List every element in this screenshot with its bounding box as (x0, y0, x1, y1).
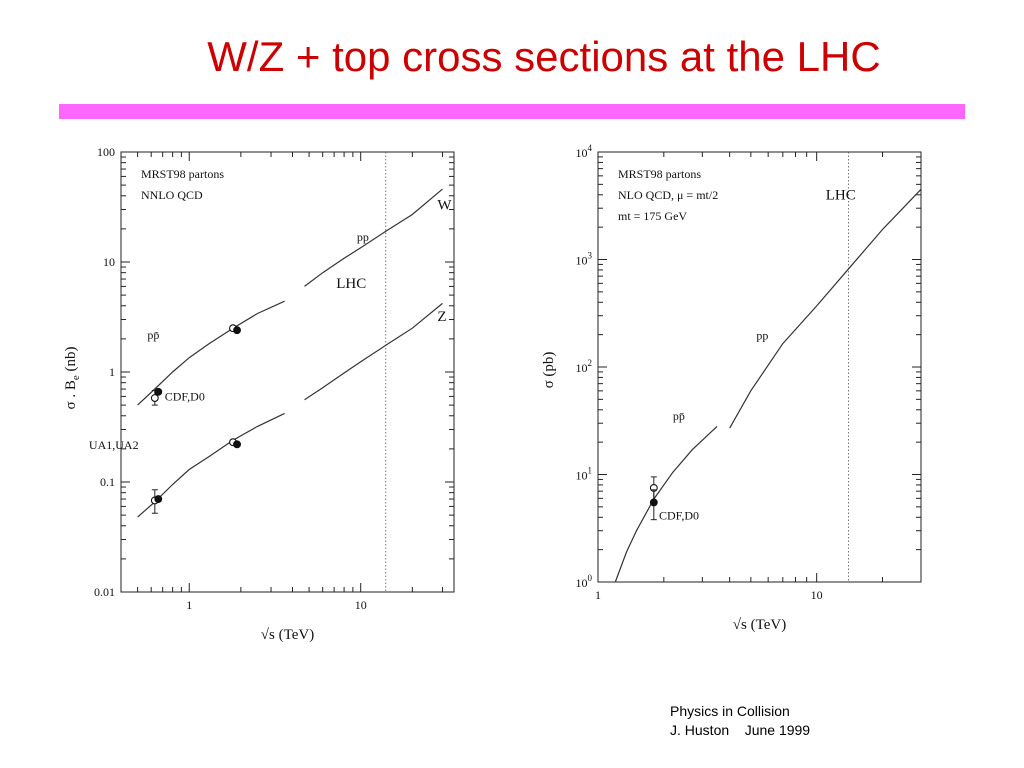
info-line: MRST98 partons (618, 167, 701, 181)
x-axis-title: √s (TeV) (733, 617, 786, 633)
chart-annotation: pp (756, 329, 768, 343)
chart-annotation: pp̄ (673, 409, 685, 423)
y-axis-title: σ . Be (nb) (63, 347, 82, 410)
x-tick-label: 1 (186, 598, 192, 612)
chart-annotation: CDF,D0 (659, 509, 699, 523)
chart-annotation: W (437, 198, 452, 214)
y-tick-label: 1 (109, 365, 115, 379)
y-tick-label: 103 (576, 251, 593, 268)
chart-top-cross-section: 1 10 100 101 102 103 104 √s (TeV) σ (pb) MRST98 p… (541, 143, 922, 633)
data-point (150, 394, 159, 402)
plot-frame (120, 151, 455, 593)
info-line: MRST98 partons (141, 167, 224, 181)
slide-title: W/Z + top cross sections at the LHC (207, 33, 881, 80)
chart-annotation: pp (357, 230, 369, 244)
info-line: NNLO QCD (141, 188, 203, 202)
data-point (233, 440, 241, 449)
chart-annotation: Z (437, 309, 446, 325)
footer-line-1: Physics in Collision (670, 703, 790, 719)
data-point (154, 387, 163, 396)
chart-annotation: LHC (336, 276, 366, 292)
y-tick-label: 100 (576, 573, 593, 590)
info-line: mt = 175 GeV (618, 209, 687, 223)
info-line: NLO QCD, μ = mt/2 (618, 188, 718, 202)
y-tick-label: 0.01 (94, 585, 115, 599)
series-curve (614, 425, 718, 583)
y-axis-title: σ (pb) (541, 352, 557, 389)
y-tick-label: 100 (97, 145, 115, 159)
x-axis-title: √s (TeV) (261, 627, 314, 643)
series-curve (304, 302, 443, 401)
x-tick-label: 1 (595, 588, 601, 602)
series-curve (137, 300, 285, 406)
y-tick-label: 10 (103, 255, 115, 269)
data-point (154, 495, 163, 503)
chart-w-z-cross-section: 1 10 0.01 0.1 1 10 100 √s (TeV) σ . Be (nb) MRST9… (63, 145, 455, 643)
y-tick-label: 101 (576, 466, 593, 483)
x-tick-label: 10 (811, 588, 823, 602)
footer: Physics in Collision J. Huston June 1999 (670, 702, 810, 740)
series-curve (304, 188, 443, 287)
y-tick-label: 102 (576, 358, 593, 375)
y-tick-label: 0.1 (100, 475, 115, 489)
footer-line-2: J. Huston June 1999 (670, 722, 811, 738)
y-tick-label: 104 (576, 143, 593, 160)
chart-annotation: CDF,D0 (165, 390, 205, 404)
chart-annotation: pp̄ (147, 328, 159, 342)
data-point (233, 326, 241, 335)
chart-annotation: UA1,UA2 (89, 438, 139, 452)
x-tick-label: 10 (355, 598, 367, 612)
data-point (649, 498, 658, 507)
series-curve (729, 188, 922, 429)
title-underline-bar (59, 104, 965, 119)
chart-annotation: LHC (826, 188, 856, 204)
